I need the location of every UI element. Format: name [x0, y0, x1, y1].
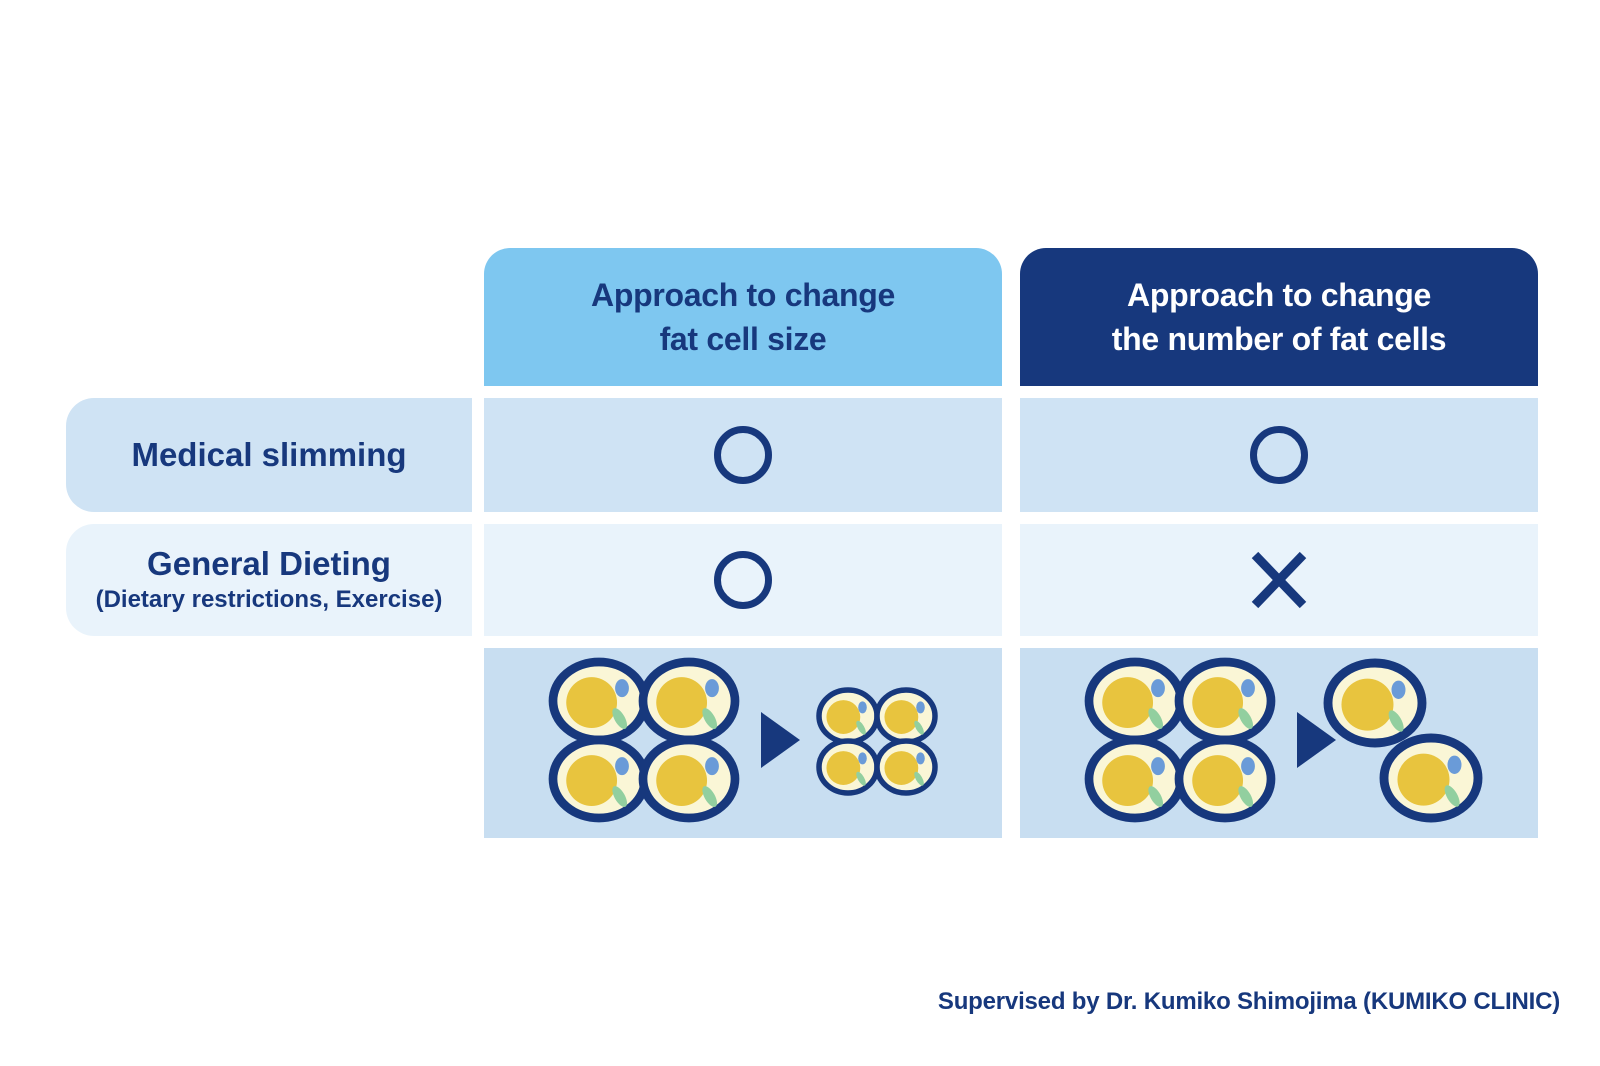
- row-label-medical-slimming: Medical slimming: [66, 398, 472, 512]
- header-line-2: fat cell size: [659, 321, 827, 357]
- circle-mark-icon: [714, 551, 772, 609]
- fat-cells-number-change-icon: [1084, 657, 1483, 823]
- cell-general-dieting-size-approach: [484, 524, 1002, 636]
- header-line-2: the number of fat cells: [1111, 321, 1447, 357]
- cross-mark-icon: [1248, 551, 1310, 609]
- column-header-change-number-of-fat-cells: Approach to change the number of fat cel…: [1020, 248, 1538, 386]
- row-label-text: General Dieting: [147, 545, 391, 583]
- arrow-right-icon: [1297, 712, 1336, 768]
- fat-cells-after-icon: [816, 687, 938, 796]
- row-label-subtext: (Dietary restrictions, Exercise): [95, 586, 443, 614]
- header-line-1: Approach to change: [1127, 276, 1431, 313]
- fat-cells-before-icon: [548, 657, 740, 823]
- fat-cells-after-icon: [1323, 658, 1483, 823]
- cell-medical-slimming-number-approach: [1020, 398, 1538, 512]
- comparison-table: Approach to change fat cell size Approac…: [66, 248, 1538, 838]
- cell-illustration-number-change: [1020, 648, 1538, 838]
- supervision-credit: Supervised by Dr. Kumiko Shimojima (KUMI…: [937, 988, 1560, 1015]
- circle-mark-icon: [714, 426, 772, 484]
- row-label-text: Medical slimming: [131, 436, 407, 474]
- arrow-right-icon: [761, 712, 800, 768]
- fat-cells-size-change-icon: [548, 657, 938, 823]
- cell-general-dieting-number-approach: [1020, 524, 1538, 636]
- row-label-general-dieting: General Dieting (Dietary restrictions, E…: [66, 524, 472, 636]
- header-line-1: Approach to change: [591, 276, 895, 313]
- cell-illustration-size-change: [484, 648, 1002, 838]
- fat-cells-before-icon: [1084, 657, 1276, 823]
- circle-mark-icon: [1250, 426, 1308, 484]
- cell-medical-slimming-size-approach: [484, 398, 1002, 512]
- column-header-change-fat-cell-size: Approach to change fat cell size: [484, 248, 1002, 386]
